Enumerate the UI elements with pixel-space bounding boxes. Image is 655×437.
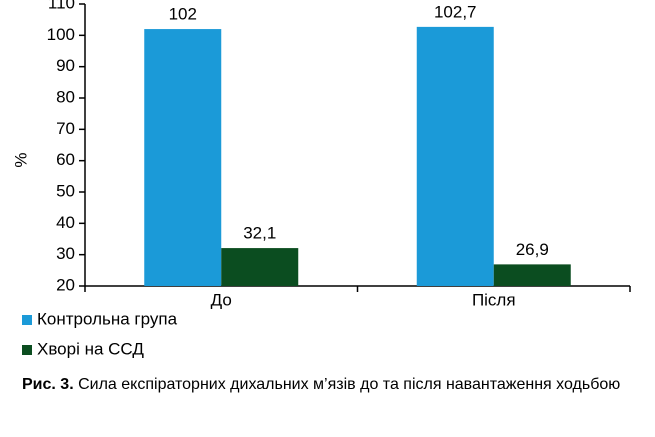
value-label: 102 [169,5,197,24]
y-tick-label: 110 [48,0,75,12]
caption-text: Сила експіраторних дихальних м’язів до т… [78,376,621,393]
bar [221,248,299,286]
value-label: 102,7 [434,2,477,21]
x-tick-label: Після [472,290,516,309]
bar [493,264,571,286]
legend-swatch [22,315,32,325]
y-tick-label: 50 [56,181,75,200]
y-tick-label: 20 [56,275,75,294]
y-tick-label: 70 [56,119,75,138]
value-label: 26,9 [516,240,549,259]
caption: Рис. 3. Сила експіраторних дихальних м’я… [22,372,642,397]
x-tick-label: До [211,290,232,309]
caption-label: Рис. 3. [22,376,74,393]
y-axis-label: % [11,152,30,167]
bar [416,26,494,287]
y-tick-label: 30 [56,244,75,263]
value-label: 32,1 [243,224,276,243]
legend-swatch [22,345,32,355]
legend-label: Контрольна група [37,309,178,328]
y-tick-label: 60 [56,150,75,169]
y-tick-label: 80 [56,87,75,106]
legend-label: Хворі на ССД [37,339,144,358]
bar [144,29,222,287]
y-tick-label: 100 [47,25,75,44]
chart: % 20 30 40 50 60 70 80 90 100 110 До 102 32,1 Після 10… [11,0,631,358]
y-tick-label: 90 [56,56,75,75]
y-tick-label: 40 [56,213,75,232]
